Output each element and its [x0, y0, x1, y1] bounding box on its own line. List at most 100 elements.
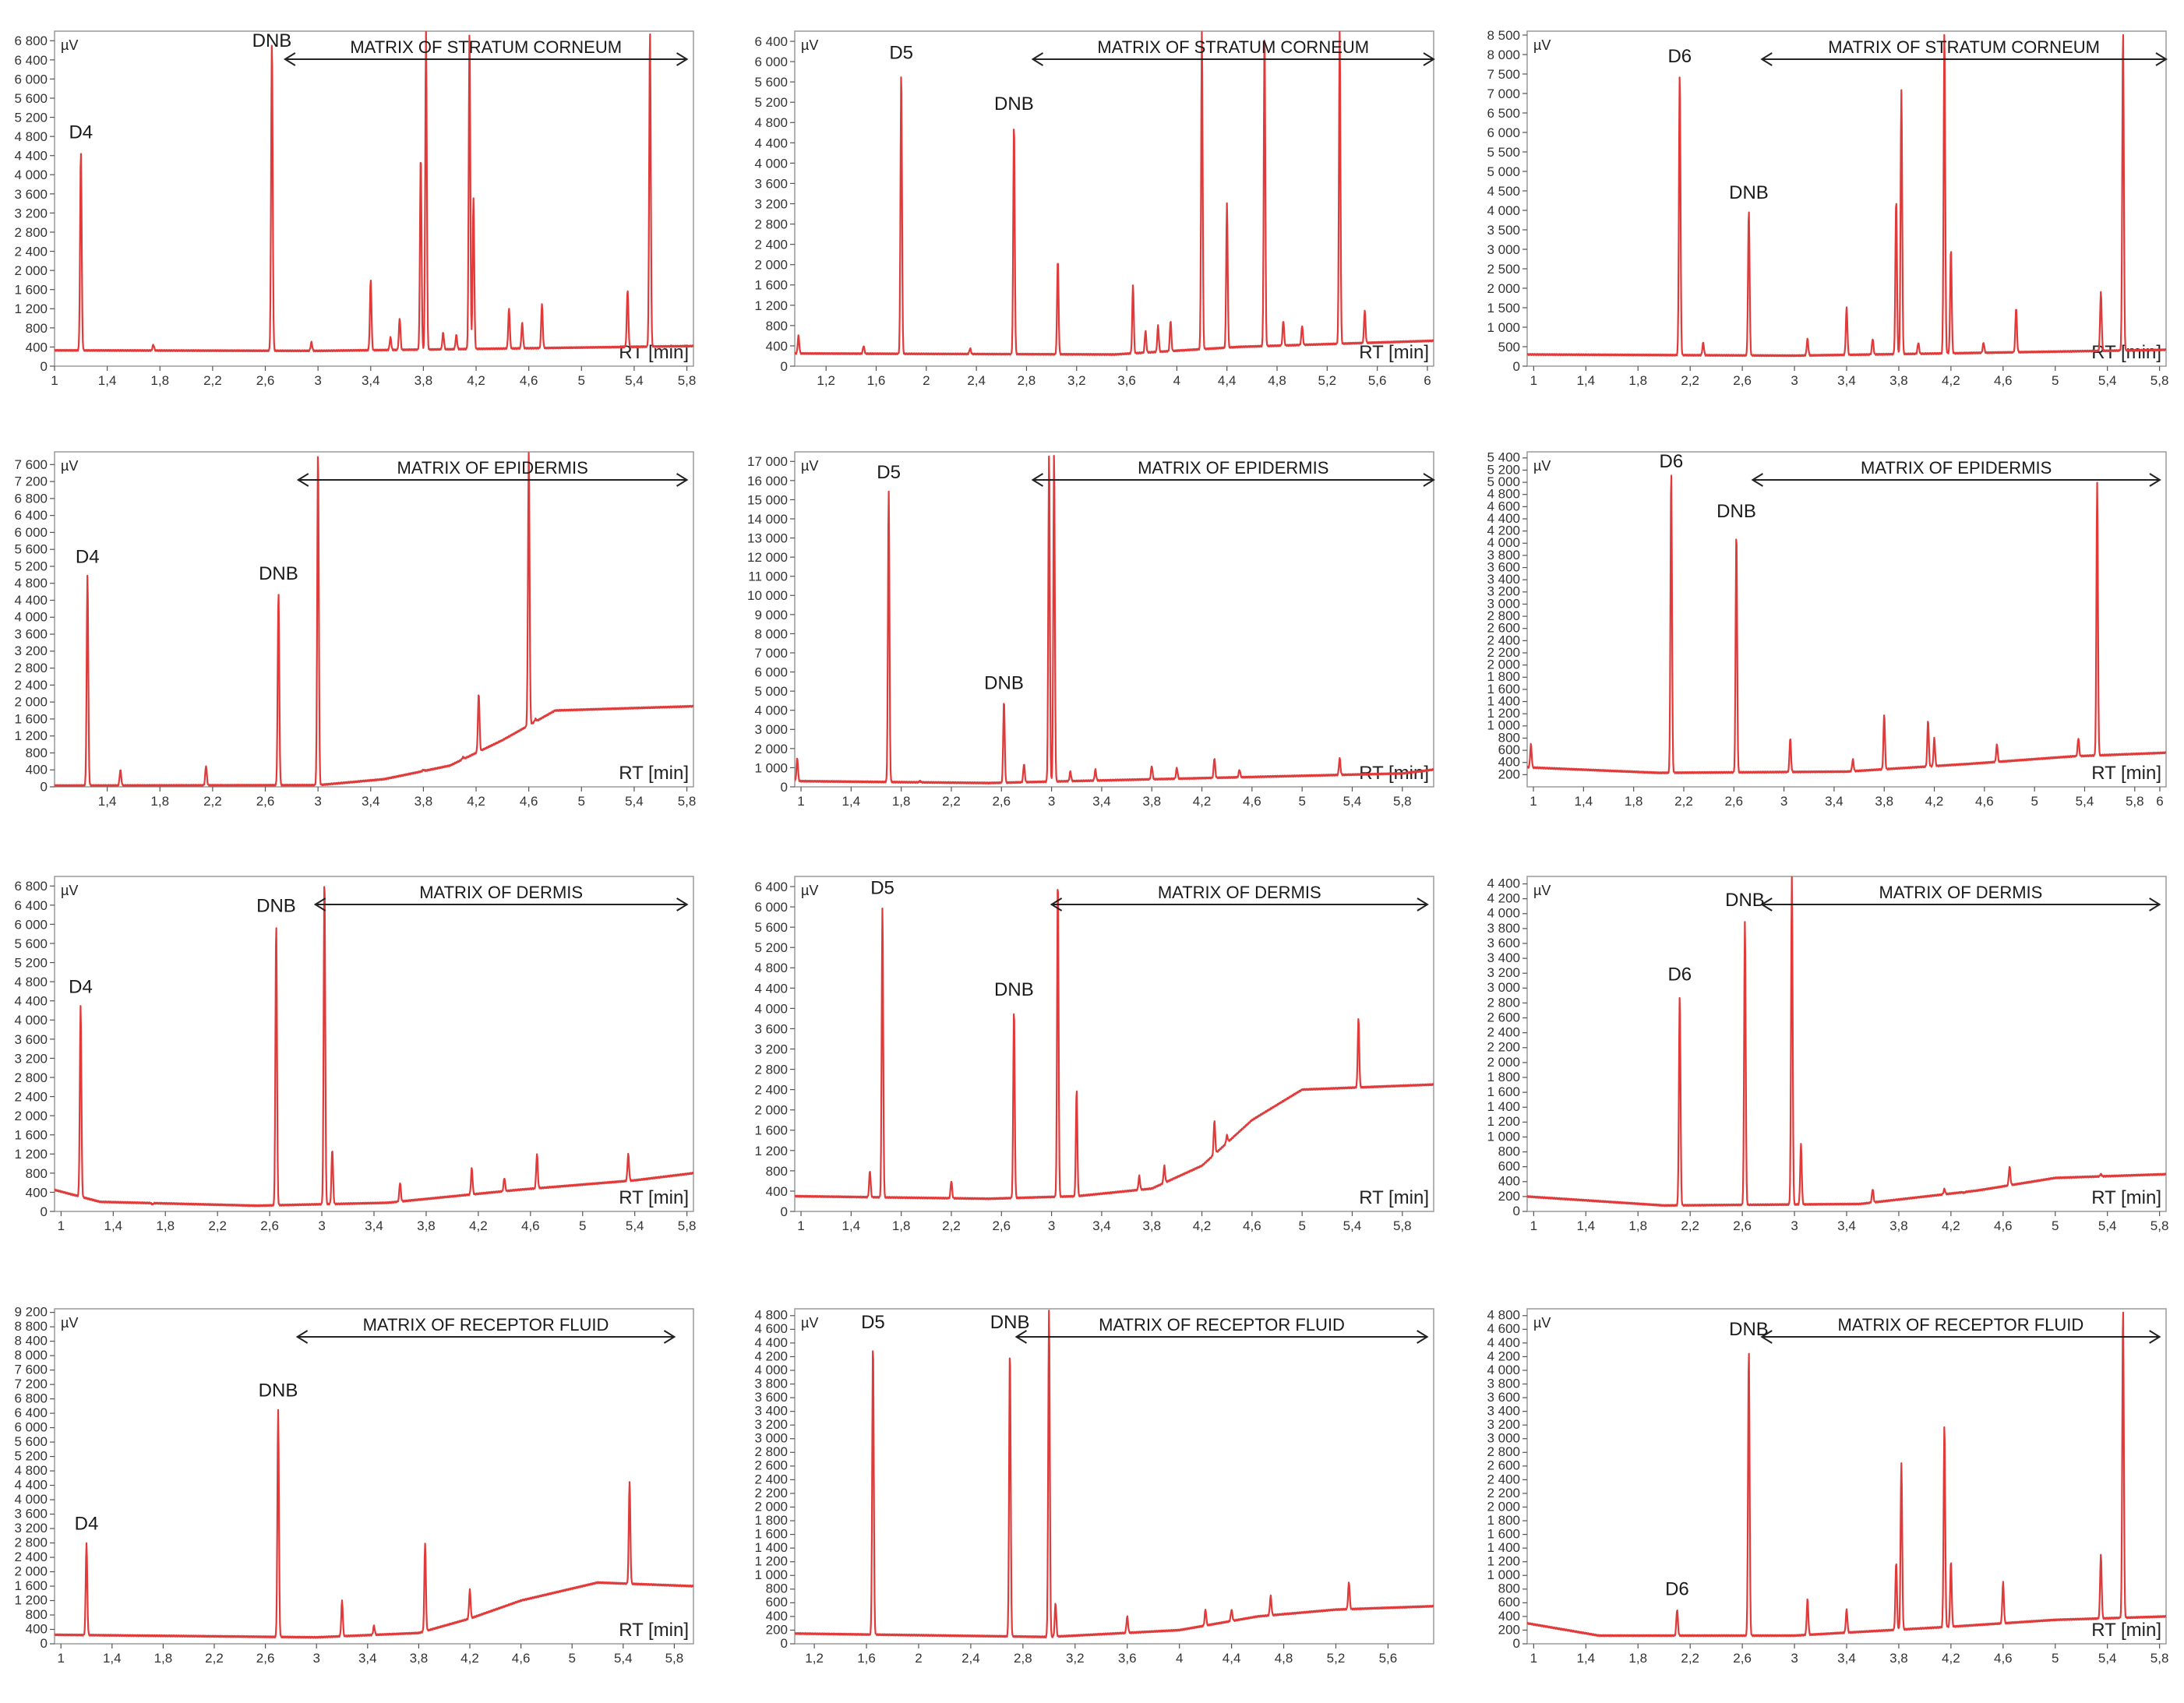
x-tick-label: 5,8: [665, 1651, 684, 1666]
y-tick-label: 6 800: [14, 33, 48, 48]
matrix-label: MATRIX OF EPIDERMIS: [1861, 458, 2052, 478]
x-tick-label: 4,8: [1268, 373, 1286, 388]
y-tick-label: 6 000: [1487, 125, 1520, 140]
chromatogram-svg: 0 400 800 1 200 1 600 2 000 2 400 2 800 3 200 3 6…: [754, 876, 1434, 1233]
arrowhead-left: [1014, 1330, 1028, 1344]
arrowhead-left: [1050, 897, 1063, 911]
arrowhead-right: [676, 473, 689, 487]
x-tick-label: 4,6: [521, 1218, 540, 1233]
chromatogram-trace: [55, 886, 693, 1208]
y-tick-label: 15 000: [747, 492, 788, 507]
matrix-label: MATRIX OF EPIDERMIS: [397, 458, 588, 478]
y-tick-label: 5 600: [14, 542, 48, 557]
y-tick-label: 3 200: [14, 1521, 48, 1536]
x-tick-label: 5: [2052, 1651, 2059, 1666]
y-tick-label: 4 400: [14, 994, 48, 1009]
y-tick-label: 4 400: [14, 149, 48, 164]
y-tick-label: 0: [41, 359, 48, 374]
y-tick-label: 3 600: [754, 176, 788, 191]
matrix-label: MATRIX OF EPIDERMIS: [1138, 458, 1328, 478]
y-tick-label: 1 600: [14, 1128, 48, 1143]
x-tick-label: 1: [797, 1218, 804, 1233]
y-tick-label: 7 000: [754, 646, 788, 661]
y-tick-label: 2 800: [14, 661, 48, 675]
y-tick-label: 400: [1498, 1609, 1520, 1624]
y-tick-label: 6 000: [14, 525, 48, 540]
x-tick-label: 5: [578, 794, 585, 809]
x-axis-title: RT [min]: [619, 1187, 689, 1208]
plot-frame: [1526, 1308, 2167, 1645]
x-tick-label: 3,8: [417, 1218, 436, 1233]
y-tick-label: 7 200: [14, 1377, 48, 1391]
arrowhead-right: [1423, 52, 1435, 66]
x-tick-label: 5,4: [625, 794, 644, 809]
y-tick-label: 8 000: [1487, 48, 1520, 62]
chromatogram-panel-2: 0 400 800 1 200 1 600 2 000 2 400 2 800 3 200 3 6…: [754, 23, 1441, 388]
x-tick-label: 1: [1530, 373, 1537, 388]
arrowhead-right: [1417, 1330, 1429, 1344]
x-tick-label: 4,2: [1925, 794, 1944, 809]
y-tick-label: 14 000: [747, 512, 788, 527]
peak-label: D4: [69, 977, 93, 998]
peak-label: D5: [877, 462, 901, 483]
y-tick-label: 4 000: [1487, 203, 1520, 218]
y-tick-label: 3 600: [14, 187, 48, 202]
x-tick-label: 3,8: [410, 1651, 429, 1666]
y-tick-label: 3 400: [1487, 572, 1520, 587]
x-tick-label: 4: [1173, 373, 1180, 388]
y-tick-label: 400: [766, 339, 788, 354]
peak-label: D5: [861, 1312, 885, 1333]
y-tick-label: 200: [1498, 767, 1520, 781]
arrowhead-left: [1031, 473, 1044, 487]
y-tick-label: 1 200: [14, 728, 48, 743]
x-tick-label: 4,2: [1193, 794, 1212, 809]
y-tick-label: 10 000: [747, 588, 788, 603]
x-axis-title: RT [min]: [2091, 1187, 2161, 1208]
y-tick-label: 2 800: [754, 1063, 788, 1077]
x-tick-label: 5,8: [678, 794, 697, 809]
y-tick-label: 3 500: [1487, 223, 1520, 238]
y-tick-label: 4 200: [1487, 891, 1520, 906]
x-tick-label: 4,2: [1942, 1218, 1960, 1233]
y-tick-label: 2 400: [14, 678, 48, 693]
y-tick-label: 2 000: [754, 258, 788, 273]
y-tick-label: 3 200: [14, 1051, 48, 1066]
chromatogram-trace: [55, 452, 693, 787]
y-tick-label: 1 200: [1487, 1554, 1520, 1569]
x-tick-label: 3: [314, 794, 321, 809]
y-tick-label: 2 400: [754, 238, 788, 252]
y-tick-label: 800: [26, 1166, 48, 1181]
y-tick-label: 2 200: [1487, 1040, 1520, 1055]
x-tick-label: 3,2: [1066, 1651, 1085, 1666]
x-tick-label: 2,2: [1681, 1651, 1699, 1666]
x-tick-label: 4,6: [1994, 1218, 2013, 1233]
y-tick-label: 1 200: [1487, 706, 1520, 721]
y-tick-label: 2 800: [14, 225, 48, 240]
x-tick-label: 4,2: [467, 373, 485, 388]
y-tick-label: 1 600: [1487, 1526, 1520, 1541]
x-tick-label: 4,6: [520, 794, 538, 809]
matrix-label: MATRIX OF STRATUM CORNEUM: [1097, 37, 1369, 57]
x-axis-title: RT [min]: [1359, 342, 1429, 363]
y-tick-label: 3 600: [14, 626, 48, 641]
y-tick-label: 4 400: [754, 1335, 788, 1350]
x-tick-label: 2,6: [1733, 1218, 1752, 1233]
x-tick-label: 4,2: [1942, 373, 1960, 388]
y-tick-label: 0: [1513, 359, 1520, 374]
y-tick-label: 1 600: [14, 711, 48, 726]
y-tick-label: 8 800: [14, 1319, 48, 1334]
y-tick-label: 3 400: [754, 1404, 788, 1419]
y-tick-label: 4 800: [754, 961, 788, 975]
matrix-label: MATRIX OF RECEPTOR FLUID: [1099, 1315, 1345, 1335]
x-tick-label: 5: [2052, 1218, 2059, 1233]
x-tick-label: 3,4: [1837, 1651, 1856, 1666]
y-tick-label: 6 400: [754, 34, 788, 49]
y-tick-label: 3 800: [1487, 921, 1520, 936]
x-tick-label: 5: [568, 1651, 575, 1666]
plot-frame: [1526, 876, 2167, 1212]
y-tick-label: 0: [781, 780, 788, 795]
y-tick-label: 600: [1498, 1159, 1520, 1174]
x-tick-label: 5,8: [1393, 794, 1412, 809]
y-tick-label: 4 200: [1487, 1349, 1520, 1363]
y-tick-label: 0: [1513, 1636, 1520, 1651]
